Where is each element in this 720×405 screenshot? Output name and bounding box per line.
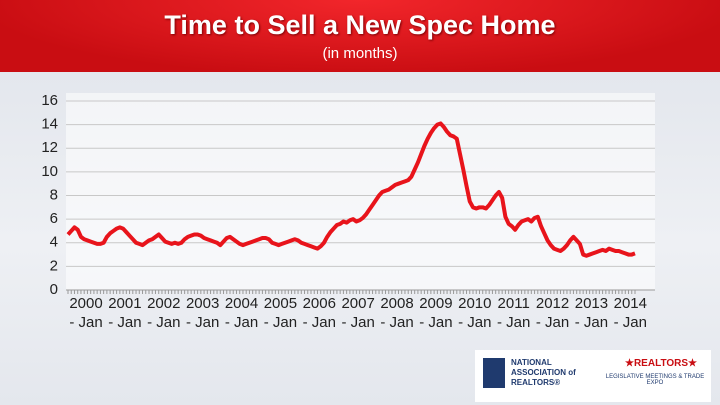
x-tick-label: 2007 - Jan	[341, 295, 375, 331]
x-tick-label: 2010 - Jan	[458, 295, 492, 331]
y-tick-label: 12	[41, 139, 58, 156]
y-tick-label: 4	[50, 234, 58, 251]
banner	[0, 0, 720, 72]
y-tick-label: 10	[41, 163, 58, 180]
y-tick-label: 2	[50, 257, 58, 274]
x-tick-label: 2012 - Jan	[535, 295, 570, 331]
x-tick-label: 2001 - Jan	[108, 295, 142, 331]
x-tick-label: 2005 - Jan	[263, 295, 298, 331]
x-tick-label: 2006 - Jan	[302, 295, 336, 331]
y-tick-label: 14	[41, 116, 58, 133]
x-tick-label: 2002 - Jan	[147, 295, 181, 331]
data-line	[66, 121, 636, 258]
x-tick-label: 2003 - Jan	[185, 295, 220, 331]
expo-text: LEGISLATIVE MEETINGS & TRADE EXPO	[605, 374, 705, 386]
x-tick-label: 2014 - Jan	[613, 295, 647, 331]
x-tick-label: 2013 - Jan	[574, 295, 609, 331]
plot-area	[66, 93, 655, 290]
x-tick-label: 2004 - Jan	[224, 295, 259, 331]
y-tick-label: 0	[50, 281, 58, 298]
x-tick-label: 2009 - Jan	[419, 295, 453, 331]
x-tick-label: 2000 - Jan	[69, 295, 103, 331]
chart-title: Time to Sell a New Spec Home	[164, 10, 556, 40]
x-tick-label: 2008 - Jan	[380, 295, 414, 331]
chart-subtitle: (in months)	[322, 45, 398, 62]
y-tick-label: 8	[50, 186, 58, 203]
realtor-r-icon	[483, 358, 505, 388]
y-tick-label: 16	[41, 92, 58, 109]
realtors-logo: ★REALTORS★	[625, 358, 698, 369]
x-tick-label: 2011 - Jan	[496, 295, 531, 331]
nar-logo: NATIONAL ASSOCIATION of REALTORS®	[511, 358, 576, 387]
logos: NATIONAL ASSOCIATION of REALTORS® ★REALT…	[475, 350, 711, 402]
y-tick-label: 6	[50, 210, 58, 227]
